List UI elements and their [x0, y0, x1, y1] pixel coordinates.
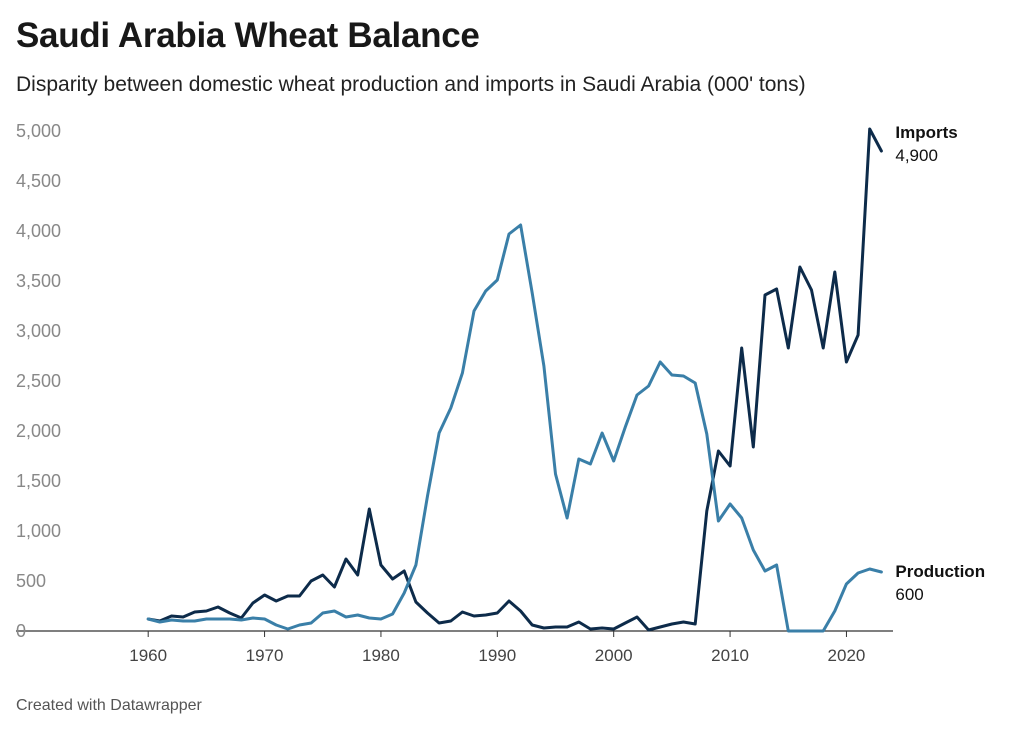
x-tick-label: 1970: [246, 646, 284, 665]
x-tick-label: 2010: [711, 646, 749, 665]
chart-title: Saudi Arabia Wheat Balance: [16, 16, 480, 55]
y-tick-label: 3,500: [16, 271, 61, 291]
x-tick-label: 2000: [595, 646, 633, 665]
series-lines: [146, 127, 883, 633]
x-tick-label: 1980: [362, 646, 400, 665]
y-axis-ticks: 0 500 1,000 1,500 2,000 2,500 3,000 3,500 4,000 4…: [16, 121, 61, 641]
y-tick-label: 3,000: [16, 321, 61, 341]
y-grid: [16, 130, 893, 632]
x-tick-label: 2020: [828, 646, 866, 665]
series-line-production: [146, 223, 883, 633]
credit-text: Created with Datawrapper: [16, 697, 202, 714]
series-label-production: Production: [895, 562, 985, 581]
series-value-imports: 4,900: [895, 146, 938, 165]
x-axis-ticks: 1960 1970 1980 1990 2000 2010 2020: [129, 631, 865, 665]
series-line-imports: [146, 127, 883, 632]
y-tick-label: 4,000: [16, 221, 61, 241]
x-tick-label: 1990: [478, 646, 516, 665]
y-tick-label: 2,000: [16, 421, 61, 441]
series-label-imports: Imports: [895, 123, 957, 142]
y-tick-label: 500: [16, 571, 46, 591]
y-tick-label: 1,000: [16, 521, 61, 541]
series-value-production: 600: [895, 585, 923, 604]
y-tick-label: 1,500: [16, 471, 61, 491]
y-tick-label: 5,000: [16, 121, 61, 141]
x-tick-label: 1960: [129, 646, 167, 665]
y-tick-label: 2,500: [16, 371, 61, 391]
y-tick-label: 4,500: [16, 171, 61, 191]
chart-subtitle: Disparity between domestic wheat product…: [16, 73, 806, 96]
y-tick-label: 0: [16, 621, 26, 641]
series-end-labels: Imports 4,900 Production 600: [895, 123, 985, 604]
